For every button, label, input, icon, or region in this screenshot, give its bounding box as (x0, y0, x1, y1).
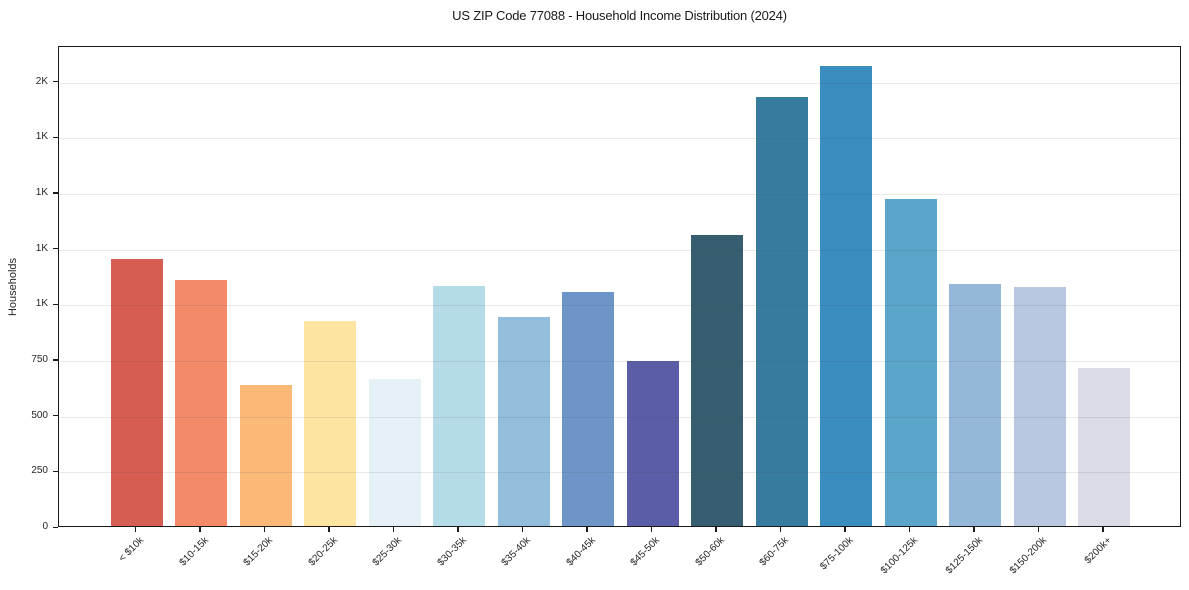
x-tick-mark (328, 527, 330, 532)
y-tick-label: 0 (42, 521, 48, 532)
x-tick-mark (1102, 527, 1104, 532)
x-tick-mark (973, 527, 975, 532)
x-tick-mark (779, 527, 782, 532)
bar (691, 235, 743, 526)
x-tick-label: $60-75k (757, 535, 792, 569)
plot-area (58, 46, 1181, 527)
x-tick-mark (844, 527, 846, 532)
y-tick-mark (53, 81, 58, 83)
x-tick-mark (199, 527, 201, 532)
x-tick-label: $45-50k (628, 535, 663, 569)
x-tick-label: $15-20k (241, 535, 276, 569)
gridline (59, 138, 1180, 140)
y-tick-label: 1K (35, 131, 48, 143)
gridline (59, 193, 1180, 195)
gridline (59, 360, 1180, 362)
gridline (59, 82, 1180, 84)
x-tick-label: $100-125k (879, 535, 921, 577)
x-tick-label: $20-25k (306, 535, 340, 569)
x-tick-label: $40-45k (564, 535, 598, 569)
y-tick-label: 250 (31, 465, 48, 477)
gridline (59, 472, 1180, 474)
x-tick-label: $50-60k (693, 535, 727, 569)
bar (239, 384, 292, 526)
bar (884, 198, 937, 526)
gridline (59, 305, 1180, 307)
bar (304, 321, 356, 526)
x-tick-mark (134, 527, 137, 532)
y-tick-mark (53, 415, 58, 417)
x-tick-mark (457, 527, 459, 532)
y-tick-mark (53, 359, 58, 361)
gridline (59, 416, 1180, 418)
bar (497, 316, 550, 526)
x-tick-mark (586, 527, 588, 532)
bar (175, 279, 227, 526)
y-tick-label: 1K (35, 298, 48, 310)
bar (368, 379, 421, 526)
y-tick-mark (53, 248, 58, 250)
x-tick-label: $35-40k (499, 535, 534, 569)
bar (1078, 367, 1130, 526)
chart-title: US ZIP Code 77088 - Household Income Dis… (452, 8, 787, 23)
y-tick-label: 750 (31, 353, 48, 365)
x-tick-mark (715, 527, 717, 532)
gridline (59, 249, 1180, 251)
x-tick-mark (1037, 527, 1040, 532)
x-tick-mark (650, 527, 653, 532)
x-tick-label: $200k+ (1082, 535, 1114, 567)
y-tick-label: 1K (35, 242, 48, 254)
bar (110, 258, 163, 526)
bar (755, 97, 808, 526)
y-tick-mark (53, 470, 58, 473)
x-tick-label: $25-30k (370, 535, 405, 569)
x-tick-label: $125-150k (943, 535, 985, 577)
bar (626, 361, 679, 526)
y-tick-label: 500 (31, 409, 48, 421)
x-tick-mark (908, 527, 911, 532)
bar (949, 284, 1001, 526)
x-tick-label: $30-35k (435, 535, 469, 569)
y-tick-mark (53, 303, 58, 305)
x-tick-label: $75-100k (818, 535, 856, 573)
y-tick-mark (53, 192, 58, 194)
bar (820, 66, 872, 526)
y-tick-label: 1K (35, 186, 48, 198)
x-tick-mark (263, 527, 266, 532)
bar (1013, 286, 1066, 526)
x-tick-mark (521, 527, 524, 532)
bar (433, 285, 485, 526)
x-tick-label: < $10k (117, 535, 147, 565)
y-tick-mark (53, 136, 58, 138)
x-tick-label: $150-200k (1008, 535, 1050, 577)
x-tick-mark (392, 527, 395, 532)
y-tick-mark (53, 526, 58, 528)
x-tick-label: $10-15k (177, 535, 211, 569)
bar (562, 292, 614, 526)
y-tick-label: 2K (35, 75, 48, 87)
